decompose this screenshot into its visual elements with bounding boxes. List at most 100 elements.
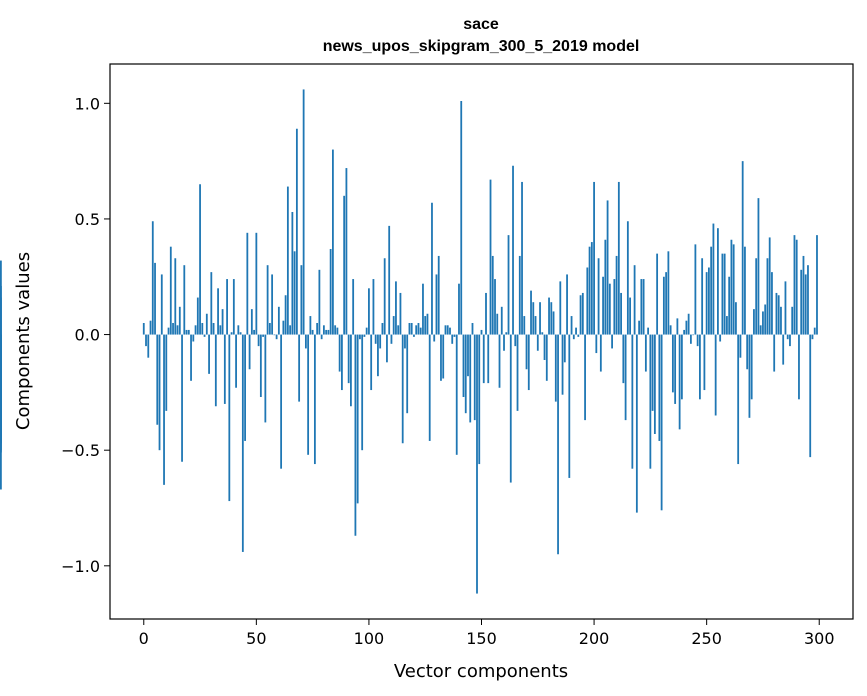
- bar-240: [683, 329, 686, 335]
- bar-85: [334, 325, 337, 335]
- bar-222: [642, 279, 645, 335]
- bar-283: [780, 306, 782, 335]
- bar-106: [381, 323, 384, 335]
- bar-98: [363, 334, 366, 337]
- bar-20: [187, 329, 190, 335]
- bar-34: [219, 325, 222, 335]
- bar-261: [730, 239, 733, 335]
- bar-139: [455, 334, 458, 455]
- bar-223: [644, 334, 647, 372]
- bar-62: [282, 320, 285, 335]
- bar-138: [453, 334, 456, 337]
- bar-299: [816, 235, 818, 335]
- bar-182: [552, 311, 555, 335]
- x-tick-label: 150: [466, 629, 497, 648]
- bar-140: [458, 283, 460, 335]
- bar-146: [471, 323, 474, 335]
- x-tick-label: 200: [579, 629, 610, 648]
- y-tick-label: 0.5: [75, 210, 100, 229]
- bar-252: [710, 246, 713, 335]
- bar-209: [613, 279, 616, 335]
- bar-56: [268, 323, 271, 335]
- bar-298: [813, 327, 816, 335]
- bar-193: [577, 334, 580, 337]
- bar-191: [572, 334, 575, 340]
- bar-122: [417, 323, 420, 335]
- bar-64: [286, 186, 289, 335]
- bar-53: [262, 334, 264, 337]
- bar-115: [401, 334, 404, 444]
- bar-221: [640, 279, 643, 335]
- bar-52: [259, 334, 262, 397]
- bar-29: [208, 334, 210, 374]
- bar-210: [615, 255, 618, 335]
- bar-198: [588, 246, 591, 335]
- bar-15: [176, 325, 179, 335]
- bar-87: [338, 334, 341, 372]
- bar-168: [521, 181, 523, 335]
- bar-184: [557, 334, 559, 555]
- bar-150: [480, 329, 483, 335]
- bar-105: [379, 334, 382, 349]
- bar-13: [172, 323, 174, 335]
- bar-117: [406, 334, 409, 414]
- bar-92: [350, 334, 352, 407]
- bar-67: [293, 251, 296, 335]
- bar-70: [300, 265, 303, 335]
- x-axis-label: Vector components: [394, 661, 568, 682]
- bar-31: [212, 323, 215, 335]
- bar-61: [280, 334, 283, 469]
- bar-236: [674, 334, 677, 404]
- bar-91: [347, 334, 350, 384]
- bar-256: [719, 334, 722, 342]
- x-tick-label: 250: [691, 629, 722, 648]
- bar-266: [741, 161, 744, 335]
- bar-217: [631, 334, 634, 469]
- bar-undefined: [0, 334, 2, 453]
- bar-192: [575, 327, 577, 335]
- bar-108: [386, 334, 388, 363]
- bar-17: [181, 334, 183, 462]
- bar-290: [795, 239, 798, 335]
- bar-47: [248, 334, 251, 370]
- bar-154: [489, 179, 492, 335]
- bar-265: [739, 334, 742, 358]
- bar-39: [230, 332, 233, 335]
- bar-278: [768, 237, 771, 335]
- bar-118: [408, 323, 411, 335]
- bar-33: [217, 288, 219, 335]
- x-tick-label: 300: [804, 629, 835, 648]
- chart-title: sace: [463, 16, 499, 33]
- bar-285: [784, 281, 787, 335]
- bar-137: [451, 334, 454, 344]
- bar-113: [397, 325, 400, 335]
- bar-156: [494, 279, 496, 335]
- bar-173: [532, 302, 535, 335]
- bar-57: [271, 274, 274, 335]
- bar-280: [773, 334, 776, 372]
- bar-28: [205, 313, 208, 335]
- bar-226: [651, 334, 654, 411]
- y-tick-label: −0.5: [61, 441, 100, 460]
- bar-158: [498, 334, 501, 388]
- bar-8: [160, 274, 163, 335]
- bar-289: [793, 235, 796, 335]
- bar-179: [545, 334, 548, 381]
- bar-194: [579, 295, 582, 335]
- bar-189: [568, 334, 571, 478]
- bar-273: [757, 198, 760, 335]
- bar-37: [226, 279, 228, 335]
- bar-0: [142, 323, 145, 335]
- bar-262: [732, 244, 735, 335]
- bar-170: [525, 334, 528, 370]
- bar-239: [680, 334, 683, 400]
- bar-43: [239, 332, 242, 335]
- y-tick-label: −1.0: [61, 557, 100, 576]
- bar-279: [771, 272, 773, 335]
- bar-107: [383, 258, 386, 335]
- bar-149: [478, 334, 481, 465]
- bar-203: [599, 334, 602, 372]
- bar-292: [800, 269, 803, 335]
- bar-141: [460, 101, 463, 335]
- bar-96: [359, 334, 361, 340]
